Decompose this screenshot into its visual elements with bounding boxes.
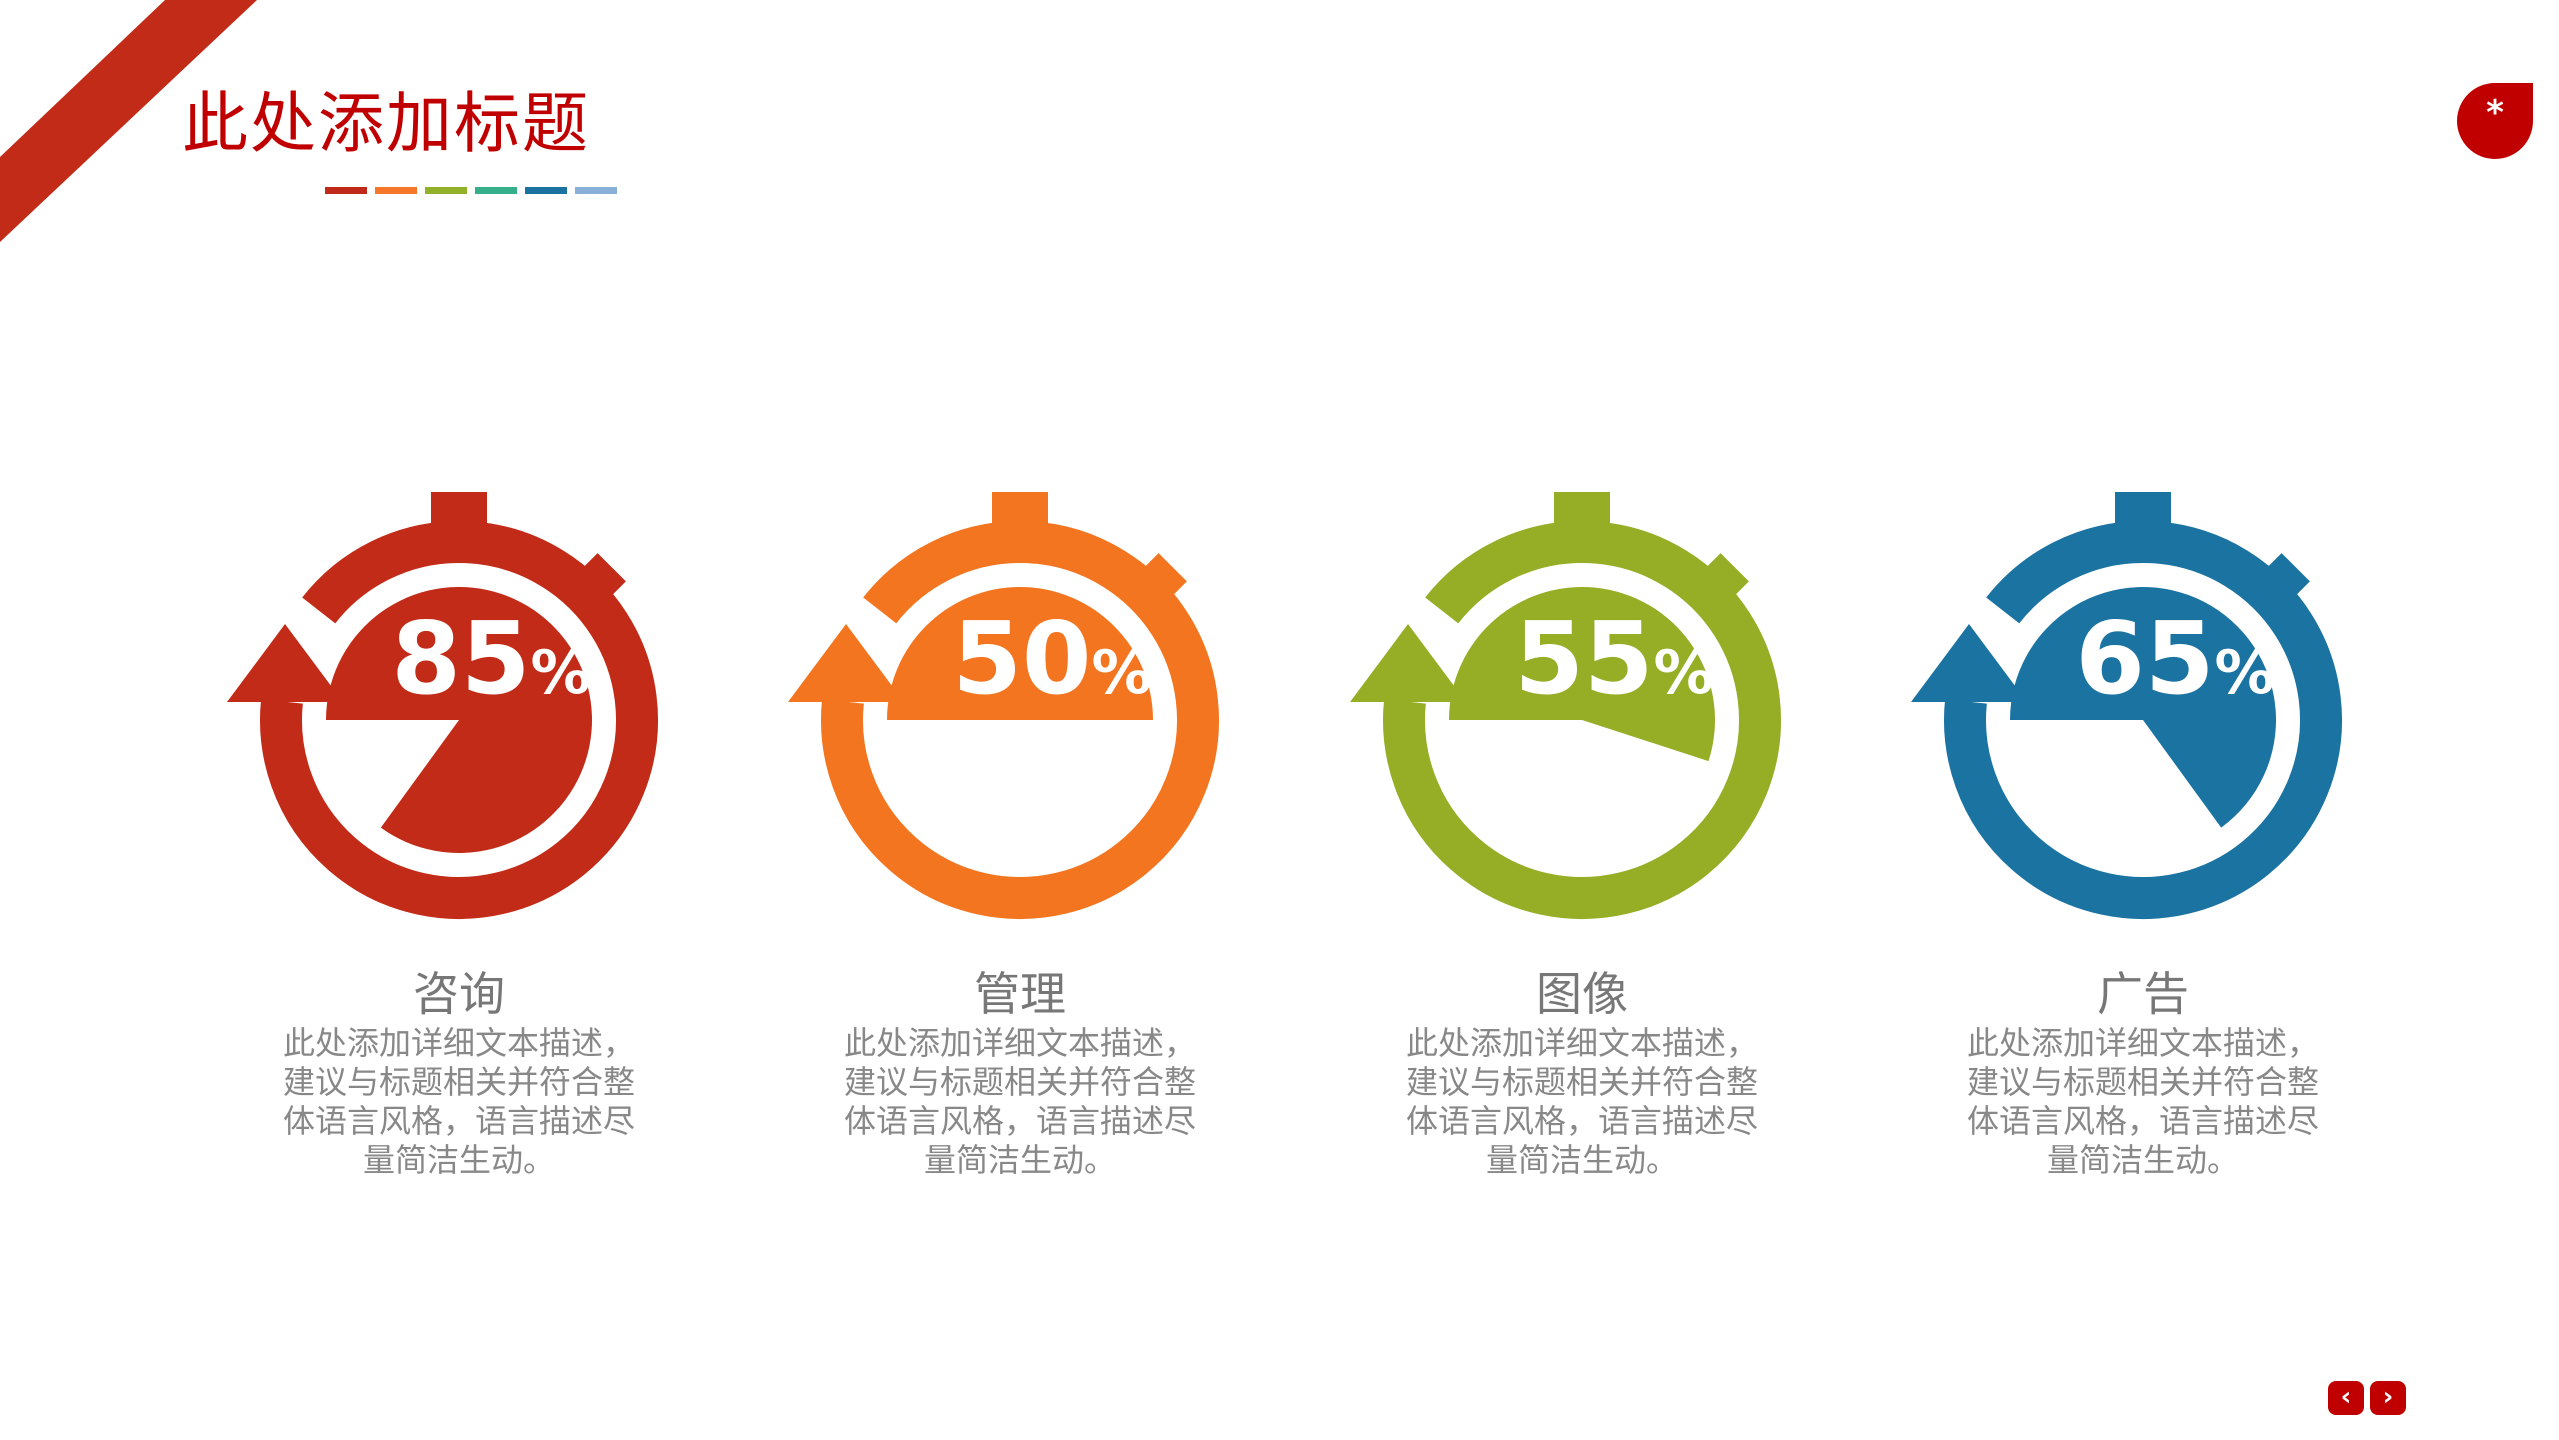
stopwatch-gauge: 65% (1911, 492, 2342, 919)
percent-value: 85% (391, 600, 590, 717)
arrowhead-icon (1350, 624, 1466, 702)
card-title: 咨询 (413, 967, 505, 1021)
description-line: 建议与标题相关并符合整 (843, 1063, 1196, 1101)
description-line: 建议与标题相关并符合整 (1966, 1063, 2319, 1101)
arrowhead-icon (788, 624, 904, 702)
card-description: 此处添加详细文本描述， 建议与标题相关并符合整 体语言风格，语言描述尽 量简洁生动。 (1958, 1024, 2328, 1180)
stopwatch-card: 50% 管理 此处添加详细文本描述， 建议与标题相关并符合整 体语言风格，语言描述尽 量简… (740, 480, 1300, 1180)
accent-bar (525, 187, 567, 194)
description-line: 量简洁生动。 (2046, 1141, 2239, 1179)
description-line: 此处添加详细文本描述， (1405, 1024, 1758, 1062)
description-line: 体语言风格，语言描述尽 (1966, 1102, 2319, 1140)
card-title: 广告 (2097, 967, 2189, 1021)
progress-pie-slice (326, 587, 592, 854)
description-line: 此处添加详细文本描述， (843, 1024, 1196, 1062)
stopwatch-ring (1383, 521, 1781, 919)
arrowhead-icon (227, 624, 343, 702)
card-description: 此处添加详细文本描述， 建议与标题相关并符合整 体语言风格，语言描述尽 量简洁生动。 (835, 1024, 1205, 1180)
accent-bar (575, 187, 617, 194)
next-slide-button[interactable]: › (2370, 1381, 2406, 1415)
stopwatch-ring (260, 521, 658, 919)
accent-bar (375, 187, 417, 194)
page-title: 此处添加标题 (182, 85, 590, 162)
description-line: 建议与标题相关并符合整 (282, 1063, 635, 1101)
arrowhead-icon (1911, 624, 2027, 702)
title-accent-bars (325, 187, 617, 194)
description-line: 此处添加详细文本描述， (1966, 1024, 2319, 1062)
percent-value: 50% (952, 600, 1151, 717)
progress-pie-slice (2010, 587, 2276, 828)
accent-bar (325, 187, 367, 194)
card-title: 管理 (974, 967, 1066, 1021)
stopwatch-ring (821, 521, 1219, 919)
stopwatch-gauge: 85% (227, 492, 658, 919)
corner-stripe (0, 0, 257, 242)
description-line: 量简洁生动。 (1485, 1141, 1678, 1179)
accent-bar (475, 187, 517, 194)
description-line: 量简洁生动。 (362, 1141, 555, 1179)
prev-slide-button[interactable]: ‹ (2328, 1381, 2364, 1415)
progress-pie-slice (1449, 587, 1715, 762)
slide-navigation: ‹ › (2328, 1381, 2406, 1415)
percent-value: 65% (2075, 600, 2274, 717)
stopwatch-card: 65% 广告 此处添加详细文本描述， 建议与标题相关并符合整 体语言风格，语言描述尽 量简… (1863, 480, 2423, 1180)
description-line: 体语言风格，语言描述尽 (282, 1102, 635, 1140)
progress-pie-slice (887, 587, 1153, 720)
stopwatch-ring (1944, 521, 2342, 919)
description-line: 体语言风格，语言描述尽 (1405, 1102, 1758, 1140)
description-line: 量简洁生动。 (923, 1141, 1116, 1179)
stopwatch-gauge: 55% (1350, 492, 1781, 919)
stopwatch-card: 55% 图像 此处添加详细文本描述， 建议与标题相关并符合整 体语言风格，语言描述尽 量简… (1302, 480, 1862, 1180)
percent-value: 55% (1514, 600, 1713, 717)
stopwatch-card: 85% 咨询 此处添加详细文本描述， 建议与标题相关并符合整 体语言风格，语言描述尽 量简… (179, 480, 739, 1180)
description-line: 体语言风格，语言描述尽 (843, 1102, 1196, 1140)
stopwatch-gauge: 50% (788, 492, 1219, 919)
asterisk-badge[interactable]: * (2457, 83, 2533, 159)
card-description: 此处添加详细文本描述， 建议与标题相关并符合整 体语言风格，语言描述尽 量简洁生动。 (274, 1024, 644, 1180)
accent-bar (425, 187, 467, 194)
card-description: 此处添加详细文本描述， 建议与标题相关并符合整 体语言风格，语言描述尽 量简洁生动。 (1397, 1024, 1767, 1180)
description-line: 此处添加详细文本描述， (282, 1024, 635, 1062)
card-title: 图像 (1536, 967, 1628, 1021)
description-line: 建议与标题相关并符合整 (1405, 1063, 1758, 1101)
